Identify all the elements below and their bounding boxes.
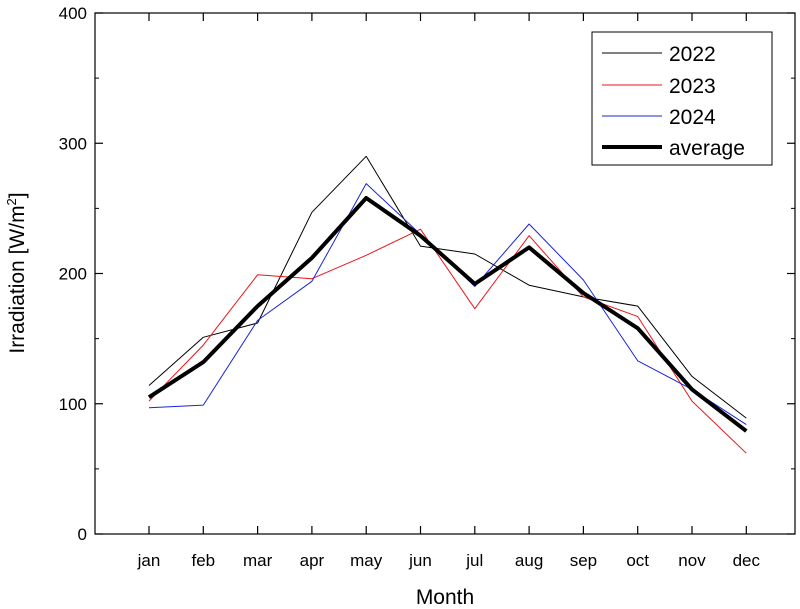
legend-box xyxy=(591,31,773,166)
x-tick-label: nov xyxy=(678,551,706,570)
x-tick-label: sep xyxy=(570,551,597,570)
y-axis-title-main: Irradiation [W/m xyxy=(6,205,29,353)
y-tick-label: 200 xyxy=(59,265,87,284)
y-axis-title-close: ] xyxy=(6,192,29,198)
y-tick-label: 400 xyxy=(59,4,87,23)
x-axis: jan feb mar apr may jun jul aug sep oct nov dec xyxy=(137,13,761,570)
x-tick-label: apr xyxy=(300,551,325,570)
x-tick-label: feb xyxy=(191,551,215,570)
series-line-average xyxy=(147,196,748,433)
legend-label-average: average xyxy=(669,137,745,160)
x-tick-label: aug xyxy=(515,551,543,570)
y-axis: 0 100 200 300 400 xyxy=(59,4,795,544)
legend-label-2024: 2024 xyxy=(669,106,716,129)
x-tick-label: jul xyxy=(465,551,483,570)
x-tick-label: mar xyxy=(243,551,273,570)
legend-label-2023: 2023 xyxy=(669,75,716,98)
x-tick-label: jan xyxy=(137,551,161,570)
legend: 2022 2023 2024 average xyxy=(591,31,773,166)
x-tick-label: may xyxy=(350,551,383,570)
y-tick-label: 300 xyxy=(59,134,87,153)
x-tick-label: jun xyxy=(408,551,432,570)
y-axis-title-sup: 2 xyxy=(4,198,19,205)
x-tick-label: oct xyxy=(626,551,649,570)
x-axis-title: Month xyxy=(416,586,474,609)
y-axis-title: Irradiation [W/m2] xyxy=(4,192,29,353)
series-lines xyxy=(147,155,748,454)
y-tick-label: 100 xyxy=(59,395,87,414)
series-line-2024 xyxy=(148,183,747,426)
x-tick-label: dec xyxy=(733,551,761,570)
series-line-2023 xyxy=(148,228,747,454)
series-line-2022 xyxy=(148,155,747,419)
legend-label-2022: 2022 xyxy=(669,43,716,66)
y-tick-label: 0 xyxy=(78,525,87,544)
